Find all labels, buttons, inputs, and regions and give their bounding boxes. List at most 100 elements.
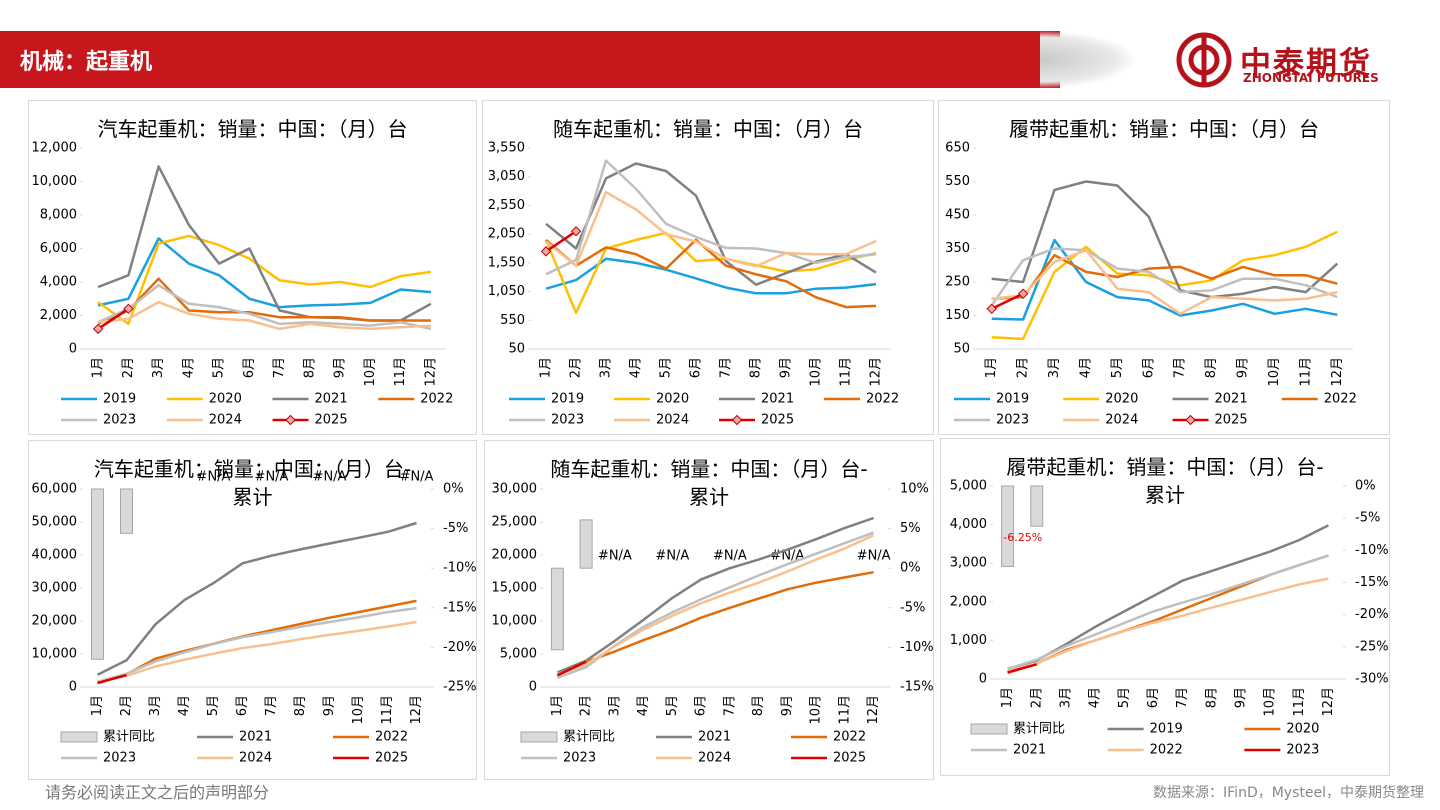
x-tick-label: 6月 (1141, 357, 1156, 378)
y2-tick-label: -10% (900, 640, 933, 655)
x-tick-label: 8月 (749, 357, 764, 378)
y-tick-label: 0 (529, 680, 537, 695)
legend-label: 2022 (866, 392, 899, 407)
series-line (97, 234, 432, 326)
x-tick-label: 7月 (722, 695, 737, 716)
x-tick-label: 2月 (569, 357, 584, 378)
x-tick-label: 5月 (212, 357, 227, 378)
legend-label: 2023 (551, 413, 584, 428)
legend-label: 2019 (551, 392, 584, 407)
legend-label: 2019 (1150, 722, 1183, 737)
y2-tick-label: 0% (900, 561, 921, 576)
y-tick-label: 250 (945, 275, 970, 290)
y-tick-label: 0 (69, 342, 77, 357)
data-label: #N/A (713, 549, 747, 564)
source-note: 数据来源：IFinD，Mysteel，中泰期货整理 (1153, 785, 1424, 801)
x-tick-label: 1月 (90, 695, 105, 716)
legend-label: 2023 (563, 751, 596, 766)
y-tick-label: 30,000 (492, 482, 538, 497)
series-line (990, 247, 1338, 307)
x-tick-label: 2月 (1029, 687, 1044, 708)
legend-swatch (520, 731, 558, 743)
y-tick-label: 3,000 (950, 556, 987, 571)
x-tick-label: 6月 (242, 357, 257, 378)
y-tick-label: 2,550 (488, 198, 525, 213)
y-tick-label: 1,550 (488, 255, 525, 270)
legend-label: 2021 (315, 392, 348, 407)
series-line (545, 162, 877, 286)
x-tick-label: 5月 (659, 357, 674, 378)
y2-tick-label: -20% (443, 640, 476, 655)
header-bar (0, 31, 1060, 88)
chart-title: 汽车起重机：销量：中国：（月）台-累计 (93, 457, 412, 509)
legend-label: 2024 (656, 413, 689, 428)
series-line (991, 292, 1024, 310)
y-tick-label: 1,000 (950, 633, 987, 648)
y-tick-label: 5,000 (500, 647, 537, 662)
y-tick-label: 40,000 (32, 548, 78, 563)
x-tick-label: 1月 (1000, 687, 1015, 708)
series-line (97, 673, 127, 685)
x-tick-label: 6月 (1146, 687, 1161, 708)
legend-label: 2020 (1105, 392, 1138, 407)
y-tick-label: 1,050 (488, 284, 525, 299)
y-tick-label: 10,000 (32, 647, 78, 662)
y-tick-label: 3,550 (488, 141, 525, 156)
x-tick-label: 1月 (550, 695, 565, 716)
x-tick-label: 7月 (264, 695, 279, 716)
legend-label: 2019 (103, 392, 136, 407)
logo-text: 中泰期货 (1240, 46, 1372, 82)
series-line (97, 599, 417, 684)
series-line (545, 257, 877, 295)
x-tick-label: 5月 (665, 695, 680, 716)
x-tick-label: 12月 (1330, 357, 1345, 387)
series-line (97, 300, 431, 331)
series-line (1007, 524, 1329, 671)
y2-tick-label: -30% (1355, 672, 1389, 687)
x-tick-label: 10月 (1267, 357, 1282, 387)
data-label: #N/A (313, 470, 347, 485)
data-label: #N/A (400, 470, 434, 485)
chart: 50 150 250 350 450 550 650 1月 2月 3月 4月 5月 6月 7月 8月 9月 10… (945, 141, 1357, 428)
y-tick-label: 12,000 (32, 141, 78, 156)
legend-label: 2020 (1286, 722, 1319, 737)
bar (91, 488, 104, 660)
y-tick-label: 650 (945, 141, 970, 156)
y-tick-label: 8,000 (40, 208, 77, 223)
y2-tick-label: 0% (1355, 479, 1376, 494)
y-tick-label: 10,000 (492, 614, 538, 629)
x-tick-label: 12月 (1321, 687, 1336, 717)
legend-label: 2024 (1105, 413, 1138, 428)
x-tick-label: 1月 (984, 357, 999, 378)
legend-label: 2024 (209, 413, 242, 428)
series-line (97, 284, 432, 331)
y-tick-label: 5,000 (950, 479, 987, 494)
y-tick-label: 50 (508, 342, 525, 357)
x-tick-label: 4月 (181, 357, 196, 378)
y-tick-label: 2,000 (40, 308, 77, 323)
y2-tick-label: -15% (1355, 575, 1389, 590)
logo-mark (1176, 32, 1232, 88)
y2-tick-label: -5% (443, 521, 468, 536)
x-tick-label: 6月 (689, 357, 704, 378)
y2-tick-label: 0% (443, 482, 464, 497)
x-tick-label: 9月 (779, 357, 794, 378)
x-tick-label: 3月 (148, 695, 163, 716)
x-tick-label: 12月 (866, 695, 881, 725)
bar (1030, 485, 1044, 527)
header-title: 机械：起重机 (20, 50, 153, 75)
x-tick-label: 4月 (629, 357, 644, 378)
series-line (545, 159, 877, 276)
x-tick-label: 8月 (293, 695, 308, 716)
legend-label: 2025 (315, 413, 348, 428)
legend-label: 2025 (833, 751, 866, 766)
x-tick-label: 9月 (1236, 357, 1251, 378)
y-tick-label: 60,000 (32, 482, 78, 497)
y-tick-label: 4,000 (40, 275, 77, 290)
data-label: #N/A (197, 470, 231, 485)
x-tick-label: 1月 (539, 357, 554, 378)
x-tick-label: 3月 (599, 357, 614, 378)
x-tick-label: 11月 (839, 357, 854, 387)
x-tick-label: 8月 (751, 695, 766, 716)
legend-label: 2022 (1324, 392, 1357, 407)
